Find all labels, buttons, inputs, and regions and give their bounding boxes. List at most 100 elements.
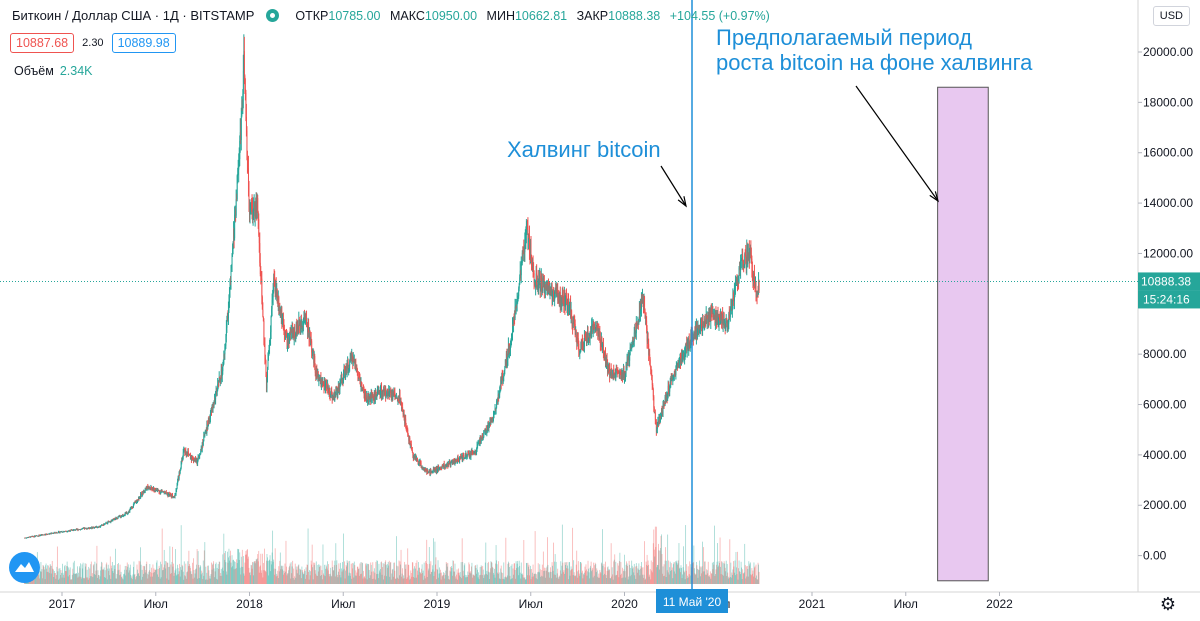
- volume-bar: [96, 563, 97, 584]
- candle-body: [270, 317, 272, 333]
- candle-body: [197, 456, 199, 461]
- candle-body: [236, 175, 238, 200]
- sell-button[interactable]: 10887.68: [10, 33, 75, 53]
- volume-bar: [726, 563, 728, 584]
- candle-body: [123, 515, 125, 517]
- volume-bar: [322, 544, 324, 584]
- volume-bar: [215, 562, 217, 584]
- volume-bar: [105, 564, 107, 584]
- volume-bar: [508, 561, 509, 584]
- volume-bar: [107, 568, 109, 584]
- volume-bar: [499, 579, 501, 584]
- halving-annotation-label[interactable]: Халвинг bitcoin: [507, 137, 661, 162]
- volume-bar: [193, 570, 195, 584]
- candle-body: [127, 511, 129, 514]
- volume-bar: [583, 573, 584, 584]
- volume-bar: [367, 563, 369, 584]
- volume-bar: [526, 563, 528, 584]
- volume-bar: [638, 569, 640, 584]
- volume-bar: [590, 561, 592, 584]
- volume-bar: [672, 564, 674, 584]
- volume-bar: [157, 574, 158, 584]
- volume-bar: [176, 574, 178, 584]
- volume-bar: [566, 568, 567, 584]
- volume-bar: [728, 577, 730, 584]
- volume-bar: [138, 572, 139, 584]
- volume-bar: [713, 525, 715, 584]
- volume-bar: [333, 570, 335, 584]
- candle-body: [46, 534, 48, 536]
- volume-bar: [97, 570, 99, 584]
- volume-bar: [63, 574, 64, 584]
- currency-button[interactable]: USD: [1152, 6, 1190, 26]
- volume-bar: [531, 576, 533, 584]
- volume-bar: [565, 562, 567, 584]
- volume-bar: [257, 554, 259, 584]
- volume-bar: [515, 561, 517, 584]
- volume-bar: [636, 572, 638, 584]
- candle-body: [385, 395, 387, 399]
- volume-bar: [652, 562, 654, 584]
- buy-button[interactable]: 10889.98: [111, 33, 176, 53]
- volume-bar: [173, 563, 174, 584]
- volume-bar: [671, 569, 673, 584]
- tradingview-logo-icon[interactable]: [9, 552, 40, 583]
- volume-bar: [464, 574, 466, 584]
- volume-bar: [411, 562, 413, 584]
- volume-bar: [450, 566, 452, 584]
- volume-bar: [190, 571, 192, 584]
- volume-bar: [504, 577, 506, 584]
- volume-bar: [158, 576, 159, 584]
- volume-bar: [554, 554, 556, 584]
- volume-bar: [288, 570, 289, 584]
- candle-body: [45, 534, 47, 536]
- volume-bar: [251, 565, 252, 584]
- volume-bar: [271, 552, 273, 584]
- volume-bar: [360, 574, 361, 584]
- volume-bar: [71, 574, 73, 584]
- volume-bar: [448, 579, 450, 584]
- volume-bar: [106, 579, 108, 584]
- candle-body: [754, 272, 755, 280]
- volume-bar: [120, 574, 121, 584]
- volume-bar: [638, 563, 640, 584]
- volume-bar: [527, 575, 528, 584]
- volume-bar: [336, 560, 338, 584]
- volume-bar: [221, 567, 223, 584]
- volume-bar: [510, 579, 511, 584]
- volume-bar: [405, 564, 407, 584]
- volume-bar: [617, 565, 619, 584]
- volume-bar: [85, 563, 87, 584]
- volume-bar: [560, 573, 562, 584]
- volume-bar: [648, 564, 650, 584]
- volume-bar: [598, 573, 600, 584]
- volume-bar: [514, 569, 516, 584]
- volume-bar: [273, 559, 275, 584]
- settings-gear-icon[interactable]: ⚙: [1159, 594, 1176, 614]
- candle-body: [530, 243, 532, 258]
- volume-bar: [126, 562, 128, 584]
- volume-bar: [678, 543, 680, 584]
- candle-body: [675, 368, 677, 375]
- volume-bar: [159, 578, 161, 584]
- volume-bar: [527, 562, 529, 584]
- volume-bar: [493, 574, 495, 584]
- volume-bar: [280, 569, 282, 584]
- volume-bar: [356, 566, 358, 584]
- volume-bar: [498, 572, 500, 584]
- volume-bar: [468, 564, 470, 584]
- symbol-title[interactable]: Биткоин / Доллар США · 1Д · BITSTAMP: [12, 8, 255, 23]
- volume-bar: [467, 574, 469, 584]
- volume-bar: [229, 560, 230, 584]
- volume-bar: [491, 562, 493, 584]
- volume-bar: [458, 568, 459, 584]
- volume-bar: [694, 574, 696, 584]
- volume-bar: [269, 555, 271, 584]
- volume-bar: [318, 566, 320, 584]
- volume-bar: [244, 554, 246, 584]
- volume-bar: [329, 576, 331, 584]
- forecast-annotation-line2[interactable]: роста bitcoin на фоне халвинга: [716, 50, 1033, 75]
- candle-body: [652, 388, 654, 397]
- forecast-annotation-line1[interactable]: Предполагаемый период: [716, 25, 972, 50]
